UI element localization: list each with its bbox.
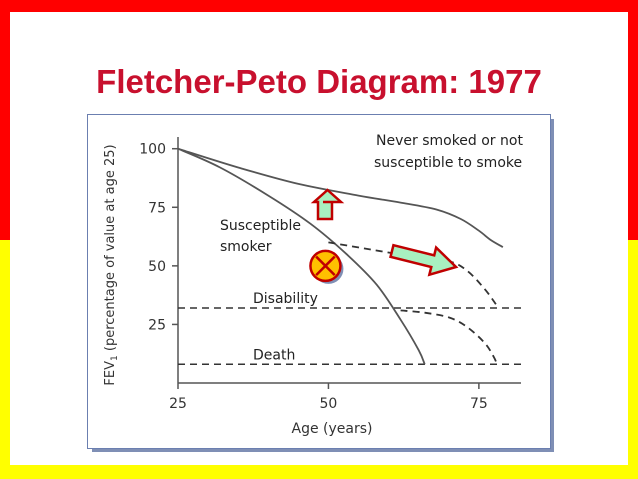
threshold-lines: Disability Death <box>178 291 521 366</box>
series-line-1 <box>177 147 426 365</box>
marker-cross-b <box>315 255 336 277</box>
susceptible-annotation-line2: smoker <box>220 239 272 255</box>
x-tick-label: 25 <box>169 396 187 412</box>
x-axis-ticks: 25 50 75 <box>169 383 488 412</box>
y-axis-label-rest: (percentage of value at age 25) <box>103 144 118 355</box>
right-arrow-icon <box>389 243 459 277</box>
y-axis-label: FEV1 (percentage of value at age 25) <box>103 144 120 385</box>
x-tick-label: 50 <box>320 396 338 412</box>
up-arrow-icon <box>310 188 345 221</box>
stop-smoking-marker-icon <box>309 249 344 284</box>
never-smoked-annotation-line1: Never smoked or not <box>376 133 523 149</box>
series-line-0 <box>177 147 504 248</box>
threshold-death-label: Death <box>253 347 295 363</box>
y-axis-label-prefix: FEV <box>103 361 118 386</box>
series-group <box>177 147 504 365</box>
chart-frame: FEV1 (percentage of value at age 25) Age… <box>87 114 551 449</box>
y-axis-ticks: 100 75 50 25 <box>139 142 178 333</box>
threshold-disability-label: Disability <box>253 291 318 307</box>
series-line-3 <box>400 309 498 365</box>
y-tick-label: 75 <box>148 200 166 216</box>
susceptible-annotation-line1: Susceptible <box>220 218 301 234</box>
y-axis-label-subscript: 1 <box>110 355 120 361</box>
x-tick-label: 75 <box>470 396 488 412</box>
y-tick-label: 25 <box>148 317 166 333</box>
x-axis-label: Age (years) <box>292 421 373 437</box>
fletcher-peto-chart: FEV1 (percentage of value at age 25) Age… <box>103 133 523 437</box>
slide-title: Fletcher-Peto Diagram: 1977 <box>96 63 542 100</box>
never-smoked-annotation-line2: susceptible to smoke <box>374 155 522 171</box>
y-tick-label: 50 <box>148 259 166 275</box>
y-tick-label: 100 <box>139 142 166 158</box>
